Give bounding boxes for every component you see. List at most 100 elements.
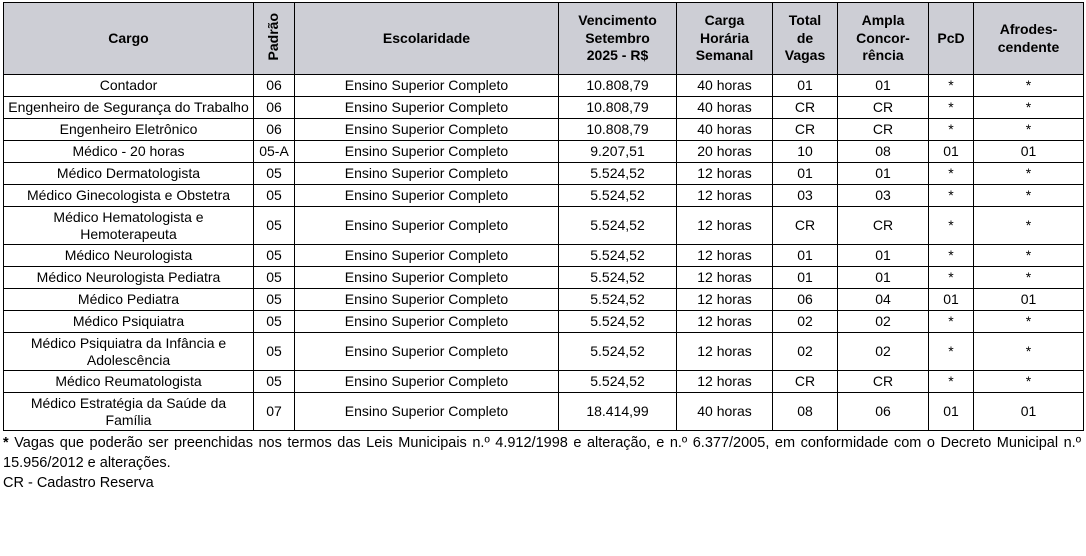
cell-afro: *	[973, 370, 1084, 394]
cell-vencimento: 18.414,99	[558, 392, 677, 432]
cell-pcd: *	[928, 162, 974, 185]
cell-carga: 12 horas	[676, 162, 773, 185]
cell-cargo: Médico Neurologista Pediatra	[3, 266, 254, 290]
cell-pcd: *	[928, 118, 974, 141]
cell-vagas: 08	[772, 392, 838, 432]
cell-cargo: Médico Dermatologista	[3, 162, 254, 185]
cell-escolaridade: Ensino Superior Completo	[294, 140, 559, 163]
cell-cargo: Engenheiro de Segurança do Trabalho	[3, 96, 254, 119]
cell-pcd: *	[928, 370, 974, 394]
cell-escolaridade: Ensino Superior Completo	[294, 244, 559, 268]
padrao-vertical-label: Padrão	[265, 12, 282, 60]
cell-vencimento: 5.524,52	[558, 332, 677, 372]
table-row: Médico Hematologista e Hemoterapeuta 05 En…	[3, 205, 1084, 246]
cell-cargo: Médico Hematologista e Hemoterapeuta	[3, 205, 254, 246]
cell-vencimento: 10.808,79	[558, 118, 677, 141]
cell-vagas: CR	[772, 370, 838, 394]
table-body: Contador 06 Ensino Superior Completo 10.808…	[3, 74, 1084, 432]
cell-ampla: 01	[837, 266, 929, 290]
cell-cargo: Médico Pediatra	[3, 288, 254, 312]
cell-cargo: Médico Ginecologista e Obstetra	[3, 184, 254, 207]
cell-escolaridade: Ensino Superior Completo	[294, 184, 559, 207]
cell-cargo: Médico Reumatologista	[3, 370, 254, 394]
footnote-cadastro-reserva: CR - Cadastro Reserva	[3, 475, 154, 492]
cell-pcd: *	[928, 266, 974, 290]
table-row: Médico Ginecologista e Obstetra 05 Ensino …	[3, 184, 1084, 207]
cell-padrao: 05	[253, 310, 295, 334]
cell-vagas: CR	[772, 118, 838, 141]
cell-pcd: *	[928, 310, 974, 334]
cell-padrao: 06	[253, 74, 295, 97]
vacancies-table: Cargo Padrão Escolaridade Vencimento Set…	[3, 2, 1084, 432]
cell-padrao: 05	[253, 184, 295, 207]
cell-vencimento: 5.524,52	[558, 310, 677, 334]
cell-cargo: Contador	[3, 74, 254, 97]
table-row: Engenheiro Eletrônico 06 Ensino Superior C…	[3, 118, 1084, 141]
cell-vagas: 01	[772, 266, 838, 290]
cell-vencimento: 10.808,79	[558, 96, 677, 119]
cell-padrao: 06	[253, 96, 295, 119]
table-row: Médico Estratégia da Saúde da Família 07 E…	[3, 392, 1084, 432]
cell-cargo: Médico - 20 horas	[3, 140, 254, 163]
cell-vagas: CR	[772, 96, 838, 119]
cell-vagas: 03	[772, 184, 838, 207]
table-row: Médico Neurologista 05 Ensino Superior Com…	[3, 244, 1084, 268]
cell-ampla: 01	[837, 244, 929, 268]
header-afrodescendente: Afrodes- cendente	[973, 2, 1084, 75]
cell-padrao: 07	[253, 392, 295, 432]
cell-ampla: 03	[837, 184, 929, 207]
cell-vencimento: 5.524,52	[558, 370, 677, 394]
cell-pcd: *	[928, 184, 974, 207]
cell-escolaridade: Ensino Superior Completo	[294, 266, 559, 290]
cell-ampla: CR	[837, 96, 929, 119]
cell-vencimento: 5.524,52	[558, 244, 677, 268]
footnote-asterisk-text: Vagas que poderão ser preenchidas nos te…	[3, 435, 1081, 471]
cell-ampla: CR	[837, 370, 929, 394]
cell-afro: 01	[973, 288, 1084, 312]
cell-escolaridade: Ensino Superior Completo	[294, 205, 559, 246]
cell-afro: *	[973, 74, 1084, 97]
cell-afro: *	[973, 162, 1084, 185]
cell-afro: *	[973, 118, 1084, 141]
cell-ampla: 01	[837, 162, 929, 185]
cell-ampla: CR	[837, 118, 929, 141]
cell-carga: 12 horas	[676, 288, 773, 312]
cell-escolaridade: Ensino Superior Completo	[294, 288, 559, 312]
cell-vencimento: 5.524,52	[558, 184, 677, 207]
cell-ampla: 04	[837, 288, 929, 312]
header-pcd: PcD	[928, 2, 974, 75]
cell-vagas: 01	[772, 162, 838, 185]
table-header: Cargo Padrão Escolaridade Vencimento Set…	[3, 2, 1084, 75]
footnote-asterisk: * Vagas que poderão ser preenchidas nos …	[3, 434, 1081, 473]
cell-padrao: 05	[253, 162, 295, 185]
cell-cargo: Médico Psiquiatra	[3, 310, 254, 334]
cell-pcd: 01	[928, 140, 974, 163]
header-vencimento: Vencimento Setembro 2025 - R$	[558, 2, 677, 75]
cell-padrao: 05	[253, 205, 295, 246]
footnotes: * Vagas que poderão ser preenchidas nos …	[3, 434, 1081, 494]
cell-pcd: 01	[928, 288, 974, 312]
table-row: Médico - 20 horas 05-A Ensino Superior Com…	[3, 140, 1084, 163]
header-cargo: Cargo	[3, 2, 254, 75]
table-row: Médico Psiquiatra da Infância e Adolescê…	[3, 332, 1084, 372]
cell-ampla: CR	[837, 205, 929, 246]
table-row: Contador 06 Ensino Superior Completo 10.808…	[3, 74, 1084, 97]
cell-pcd: *	[928, 74, 974, 97]
header-row: Cargo Padrão Escolaridade Vencimento Set…	[3, 2, 1084, 75]
cell-vagas: 10	[772, 140, 838, 163]
cell-afro: *	[973, 205, 1084, 246]
cell-carga: 12 horas	[676, 370, 773, 394]
header-escolaridade: Escolaridade	[294, 2, 559, 75]
cell-carga: 12 horas	[676, 184, 773, 207]
cell-pcd: 01	[928, 392, 974, 432]
cell-carga: 12 horas	[676, 205, 773, 246]
cell-padrao: 05	[253, 266, 295, 290]
cell-afro: *	[973, 244, 1084, 268]
cell-padrao: 05	[253, 288, 295, 312]
cell-afro: *	[973, 96, 1084, 119]
cell-padrao: 06	[253, 118, 295, 141]
cell-padrao: 05-A	[253, 140, 295, 163]
cell-vencimento: 9.207,51	[558, 140, 677, 163]
footnote-asterisk-marker: *	[3, 435, 9, 452]
cell-ampla: 06	[837, 392, 929, 432]
